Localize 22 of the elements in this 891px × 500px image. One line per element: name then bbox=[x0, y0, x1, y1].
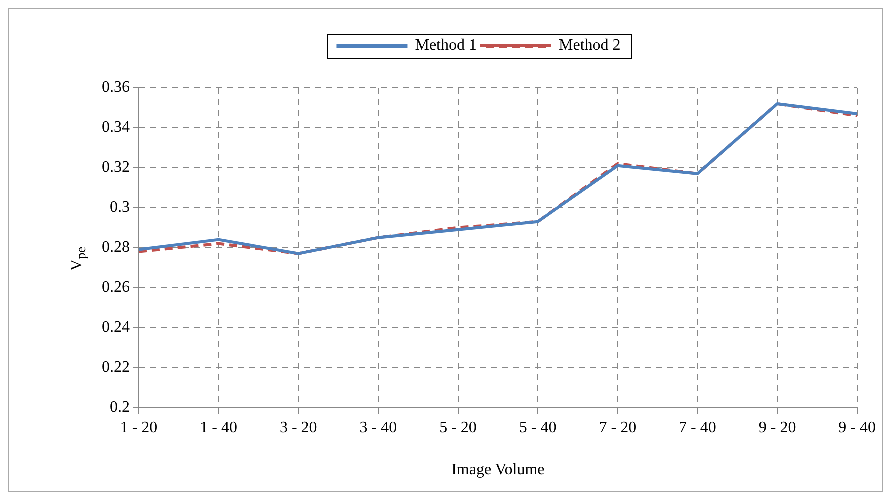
x-tick-label: 3 - 20 bbox=[280, 419, 318, 436]
y-tick-label: 0.34 bbox=[102, 119, 130, 136]
y-tick-label: 0.2 bbox=[110, 398, 130, 416]
x-tick-label: 7 - 20 bbox=[599, 419, 637, 436]
x-tick-label: 9 - 40 bbox=[838, 419, 876, 436]
y-tick-label: 0.28 bbox=[102, 239, 130, 256]
x-tick-label: 5 - 20 bbox=[440, 419, 477, 436]
x-tick-label: 9 - 20 bbox=[758, 419, 796, 436]
x-tick-label: 5 - 40 bbox=[519, 419, 557, 436]
x-tick-label: 7 - 40 bbox=[679, 419, 716, 436]
x-tick-label: 1 - 20 bbox=[120, 419, 158, 436]
x-tick-label: 1 - 40 bbox=[200, 419, 238, 436]
y-tick-label: 0.3 bbox=[110, 199, 130, 216]
y-tick-label: 0.32 bbox=[102, 159, 130, 176]
legend-label: Method 1 bbox=[415, 37, 478, 54]
y-tick-label: 0.36 bbox=[102, 79, 130, 96]
x-tick-label: 3 - 40 bbox=[360, 419, 398, 436]
y-tick-label: 0.24 bbox=[102, 318, 130, 336]
legend-label: Method 2 bbox=[559, 37, 621, 54]
y-tick-label: 0.26 bbox=[102, 278, 130, 296]
x-axis-title: Image Volume bbox=[452, 462, 545, 479]
y-tick-label: 0.22 bbox=[102, 358, 130, 376]
